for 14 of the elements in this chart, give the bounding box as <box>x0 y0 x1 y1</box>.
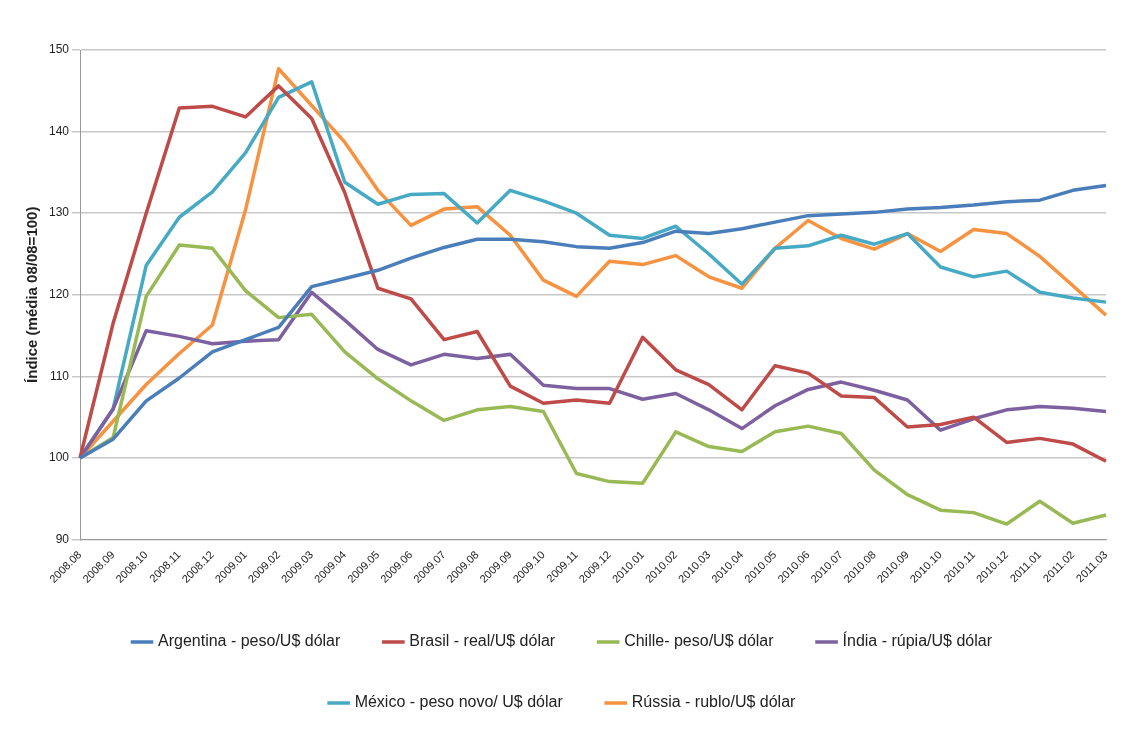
y-tick-label: 150 <box>48 42 70 57</box>
y-axis-title: Índice (média 08/08=100) <box>23 206 41 383</box>
legend-label: Argentina - peso/U$ dólar <box>158 632 342 650</box>
y-tick-label: 90 <box>55 531 70 546</box>
legend-label: México - peso novo/ U$ dólar <box>354 693 564 711</box>
legend-label: Índia - rúpia/U$ dólar <box>842 631 993 650</box>
y-tick-label: 140 <box>48 123 70 138</box>
legend-label: Chille- peso/U$ dólar <box>624 632 775 650</box>
y-tick-label: 120 <box>48 287 70 302</box>
y-tick-label: 110 <box>49 368 70 383</box>
legend-label: Brasil - real/U$ dólar <box>409 632 556 650</box>
y-tick-label: 100 <box>48 450 70 465</box>
y-tick-label: 130 <box>48 205 70 220</box>
legend-label: Rússia - rublo/U$ dólar <box>631 693 797 711</box>
